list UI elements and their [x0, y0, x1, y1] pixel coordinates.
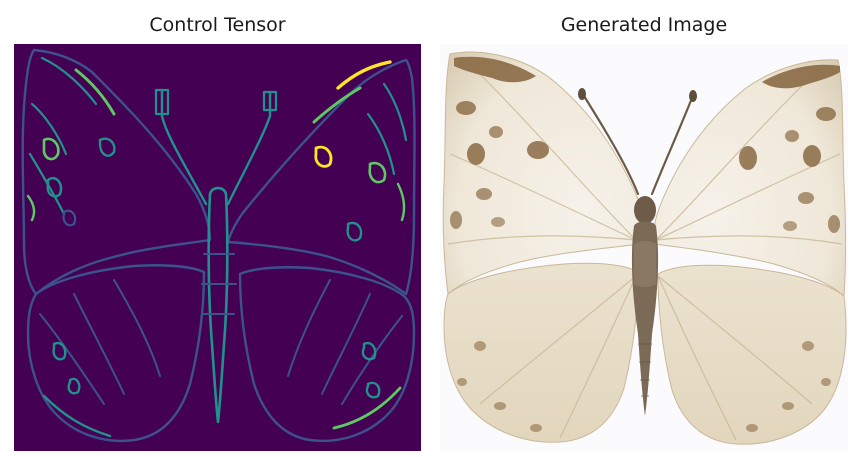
- butterfly-edge-map-icon: [21, 48, 416, 442]
- control-tensor-image: [14, 44, 421, 451]
- panel-title-generated-image: Generated Image: [560, 14, 728, 36]
- generated-image: [440, 44, 848, 451]
- panel-title-control-tensor: Control Tensor: [149, 14, 286, 36]
- butterfly-photo-icon: [442, 51, 847, 445]
